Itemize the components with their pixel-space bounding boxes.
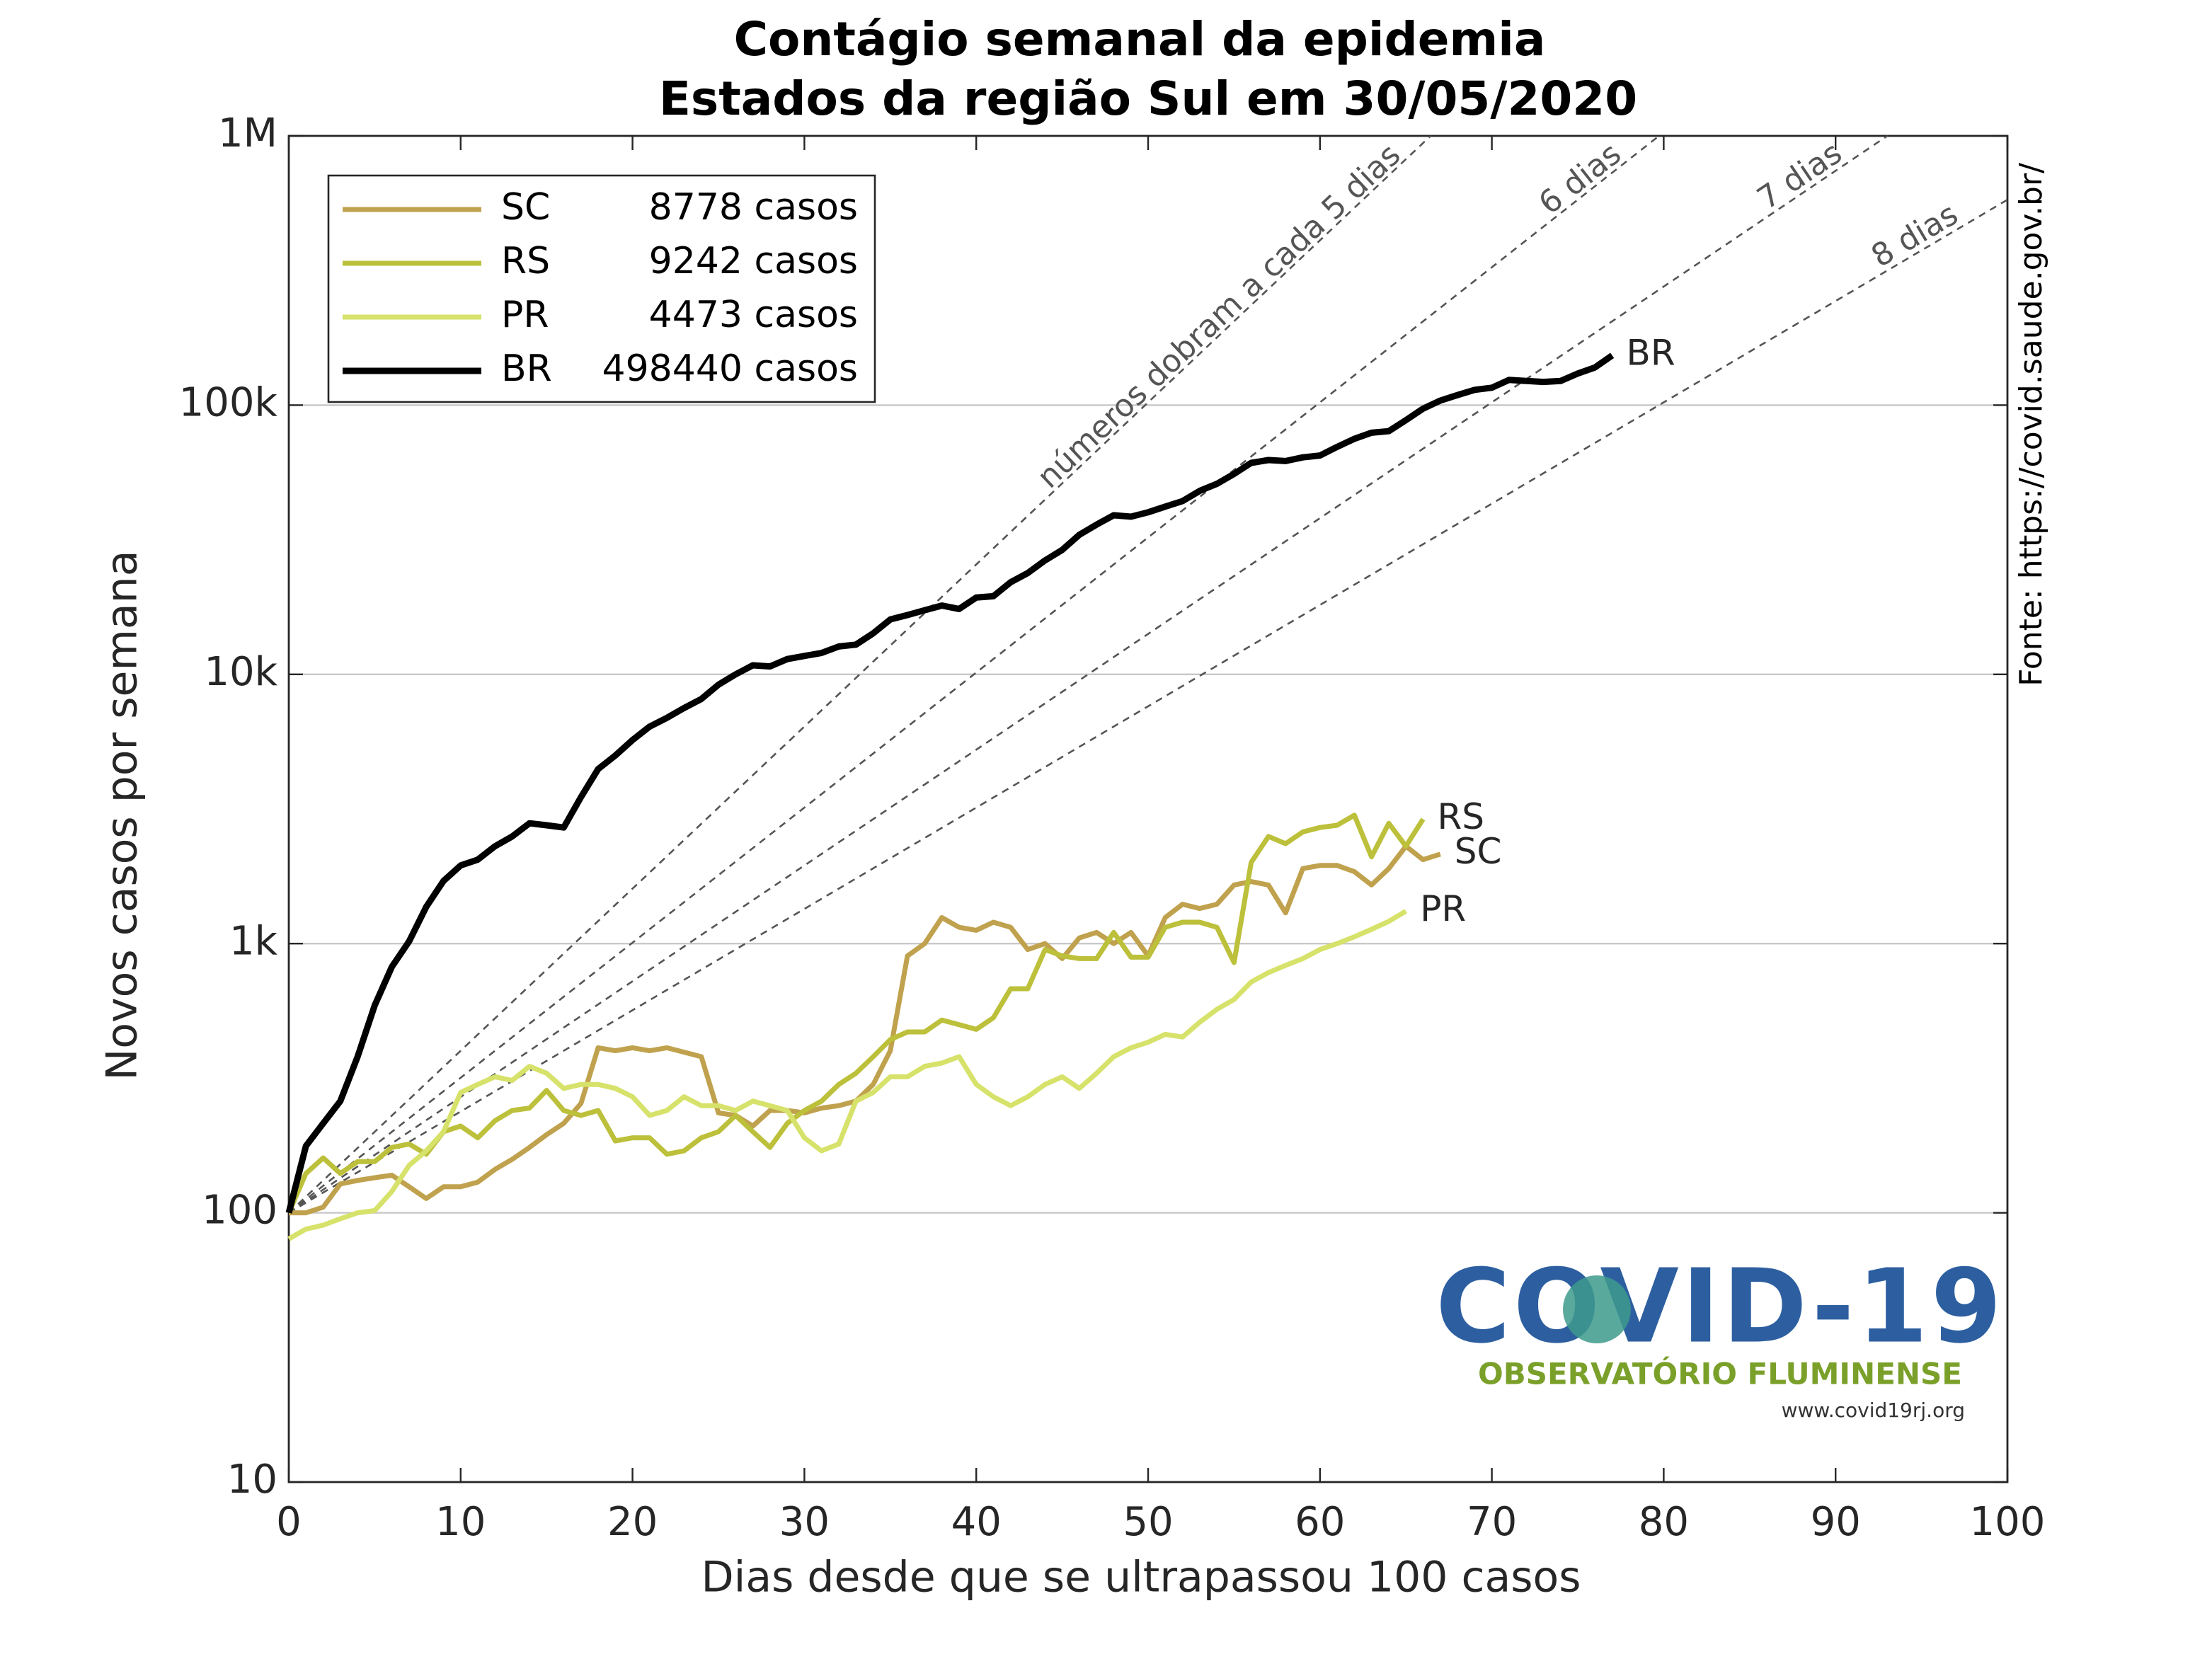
- series-end-label: BR: [1627, 333, 1675, 374]
- reference-line: [288, 134, 1660, 1214]
- series-end-label: RS: [1437, 796, 1484, 837]
- y-tick-label: 100: [202, 1188, 277, 1234]
- y-axis-label: Novos casos por semana: [98, 551, 147, 1081]
- reference-label: 6 dias: [1532, 136, 1628, 222]
- x-tick-label: 0: [276, 1499, 302, 1545]
- legend-label: RS: [501, 240, 550, 282]
- y-tick-label: 1M: [218, 110, 277, 156]
- legend-total: 4473 casos: [649, 294, 858, 336]
- legend-total: 9242 casos: [649, 240, 858, 282]
- y-tick-label: 10k: [204, 649, 277, 695]
- plot-frame: [287, 134, 2009, 1483]
- x-tick-label: 70: [1467, 1499, 1517, 1545]
- reference-line: [288, 135, 1432, 1214]
- logo-title: COVID-19: [1435, 1247, 2005, 1366]
- x-tick-label: 20: [607, 1499, 658, 1545]
- logo-subtitle: OBSERVATÓRIO FLUMINENSE: [1478, 1356, 1962, 1391]
- series-line: [285, 352, 1615, 1214]
- logo-url: www.covid19rj.org: [1782, 1399, 1965, 1422]
- series-end-label: SC: [1455, 831, 1502, 872]
- legend-total: 498440 casos: [602, 348, 859, 390]
- x-tick-label: 90: [1811, 1499, 1861, 1545]
- y-tick-label: 10: [227, 1457, 277, 1503]
- reference-label: 8 dias: [1865, 196, 1964, 275]
- x-tick-label: 10: [435, 1499, 486, 1545]
- legend-label: SC: [501, 186, 550, 229]
- chart-subtitle: Estados da região Sul em 30/05/2020: [659, 71, 1637, 126]
- legend-label: BR: [501, 348, 552, 390]
- legend-total: 8778 casos: [649, 186, 858, 229]
- x-tick-label: 100: [1970, 1499, 2046, 1545]
- x-tick-label: 80: [1639, 1499, 1689, 1545]
- legend-label: PR: [501, 294, 549, 336]
- logo-virus: [1563, 1275, 1631, 1343]
- reference-line: [288, 134, 1889, 1214]
- legend: SC 8778 casos RS 9242 casos PR 4473 casos BR 49…: [327, 174, 876, 403]
- legend-box: [327, 174, 876, 403]
- x-tick-label: 60: [1295, 1499, 1345, 1545]
- source-note: Fonte: https://covid.saude.gov.br/: [2013, 163, 2049, 687]
- chart-title: Contágio semanal da epidemia: [734, 12, 1546, 67]
- reference-line: [288, 199, 2008, 1214]
- series-line: [286, 813, 1426, 1214]
- x-axis-label: Dias desde que se ultrapassou 100 casos: [701, 1553, 1581, 1602]
- reference-label: 7 dias: [1750, 134, 1848, 217]
- y-tick-label: 1k: [229, 918, 278, 964]
- x-tick-label: 40: [951, 1499, 1002, 1545]
- series-line: [289, 844, 1441, 1216]
- series-end-label: PR: [1420, 888, 1466, 929]
- x-tick-label: 30: [779, 1499, 830, 1545]
- x-tick-label: 50: [1123, 1499, 1173, 1545]
- series-line: [287, 909, 1407, 1241]
- logo: COVID-19 OBSERVATÓRIO FLUMINENSE www.cov…: [1435, 1247, 2005, 1422]
- y-tick-label: 100k: [179, 380, 278, 426]
